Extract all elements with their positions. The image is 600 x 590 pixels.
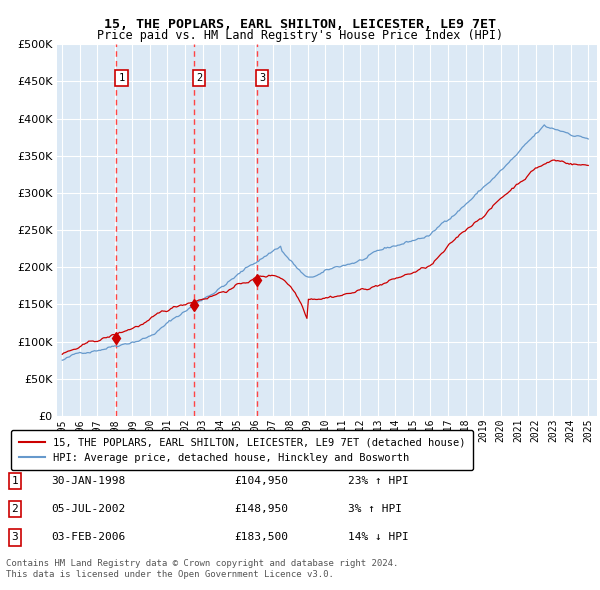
Legend: 15, THE POPLARS, EARL SHILTON, LEICESTER, LE9 7ET (detached house), HPI: Average: 15, THE POPLARS, EARL SHILTON, LEICESTER… [11,430,473,470]
Text: 15, THE POPLARS, EARL SHILTON, LEICESTER, LE9 7ET: 15, THE POPLARS, EARL SHILTON, LEICESTER… [104,18,496,31]
Text: 1: 1 [11,476,19,486]
Text: £148,950: £148,950 [234,504,288,514]
Text: 23% ↑ HPI: 23% ↑ HPI [348,476,409,486]
Text: This data is licensed under the Open Government Licence v3.0.: This data is licensed under the Open Gov… [6,571,334,579]
Text: £104,950: £104,950 [234,476,288,486]
Text: Contains HM Land Registry data © Crown copyright and database right 2024.: Contains HM Land Registry data © Crown c… [6,559,398,568]
Text: £183,500: £183,500 [234,533,288,542]
Text: 30-JAN-1998: 30-JAN-1998 [51,476,125,486]
Text: 3% ↑ HPI: 3% ↑ HPI [348,504,402,514]
Text: 14% ↓ HPI: 14% ↓ HPI [348,533,409,542]
Text: 3: 3 [11,533,19,542]
Text: 03-FEB-2006: 03-FEB-2006 [51,533,125,542]
Text: 2: 2 [196,73,202,83]
Text: 2: 2 [11,504,19,514]
Text: Price paid vs. HM Land Registry's House Price Index (HPI): Price paid vs. HM Land Registry's House … [97,30,503,42]
Text: 05-JUL-2002: 05-JUL-2002 [51,504,125,514]
Text: 3: 3 [259,73,265,83]
Text: 1: 1 [118,73,125,83]
